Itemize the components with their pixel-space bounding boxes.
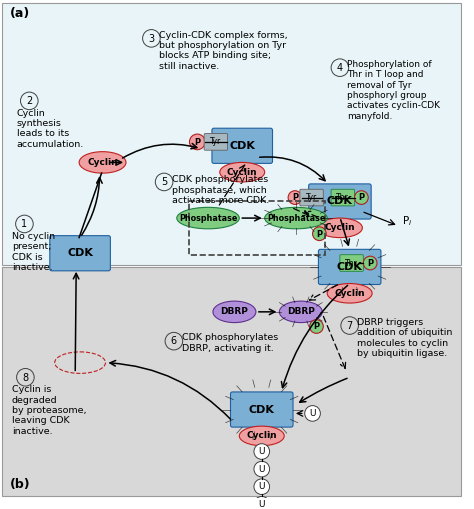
Circle shape <box>254 444 270 459</box>
Text: DBRP: DBRP <box>220 307 248 317</box>
Text: (a): (a) <box>10 7 30 20</box>
Text: P$_i$: P$_i$ <box>402 214 413 228</box>
Circle shape <box>190 134 205 150</box>
Text: CDK phosphorylates
phosphatase, which
activates more CDK.: CDK phosphorylates phosphatase, which ac… <box>172 175 269 205</box>
FancyBboxPatch shape <box>331 189 355 206</box>
Ellipse shape <box>220 162 264 182</box>
Text: Tyr: Tyr <box>306 193 317 202</box>
Text: U: U <box>258 447 265 456</box>
Text: P: P <box>358 193 365 203</box>
Text: Cyclin: Cyclin <box>227 167 257 177</box>
FancyBboxPatch shape <box>204 133 228 150</box>
Text: U: U <box>258 483 265 492</box>
Text: Cyclin is
degraded
by proteasome,
leaving CDK
inactive.: Cyclin is degraded by proteasome, leavin… <box>12 385 86 436</box>
FancyBboxPatch shape <box>340 254 364 271</box>
Ellipse shape <box>79 152 126 173</box>
Text: 6: 6 <box>171 336 177 347</box>
Circle shape <box>310 320 323 333</box>
Text: P: P <box>367 259 373 268</box>
FancyBboxPatch shape <box>309 184 371 219</box>
Text: No cyclin
present;
CDK is
inactive.: No cyclin present; CDK is inactive. <box>12 232 55 272</box>
Text: (b): (b) <box>10 477 30 491</box>
Circle shape <box>305 406 320 421</box>
Ellipse shape <box>239 426 284 446</box>
Text: Cyclin: Cyclin <box>87 158 118 167</box>
Text: 8: 8 <box>22 373 28 383</box>
Circle shape <box>364 256 377 270</box>
FancyBboxPatch shape <box>300 189 323 206</box>
Text: CDK: CDK <box>249 405 275 414</box>
Text: Cyclin: Cyclin <box>334 289 365 298</box>
Text: CDK phosphorylates
DBRP, activating it.: CDK phosphorylates DBRP, activating it. <box>182 333 278 353</box>
Text: 7: 7 <box>346 321 353 331</box>
Text: Thr: Thr <box>337 193 349 202</box>
Text: 3: 3 <box>148 34 155 44</box>
Text: P: P <box>313 322 319 331</box>
Text: P: P <box>194 138 201 147</box>
Text: Thr: Thr <box>345 259 358 268</box>
FancyBboxPatch shape <box>2 3 461 265</box>
Text: 5: 5 <box>161 177 167 187</box>
Text: Cyclin: Cyclin <box>325 223 355 232</box>
Ellipse shape <box>264 207 327 229</box>
Text: U: U <box>258 500 265 509</box>
Circle shape <box>254 496 270 509</box>
FancyBboxPatch shape <box>230 392 293 427</box>
Circle shape <box>312 227 326 241</box>
Text: CDK: CDK <box>337 262 363 272</box>
Text: 2: 2 <box>26 96 32 106</box>
Text: DBRP: DBRP <box>287 307 315 317</box>
Text: CDK: CDK <box>229 141 255 151</box>
Ellipse shape <box>177 207 239 229</box>
Text: P: P <box>316 230 322 239</box>
Text: P: P <box>292 193 298 203</box>
Circle shape <box>254 461 270 477</box>
Text: Cyclin: Cyclin <box>246 432 277 440</box>
FancyBboxPatch shape <box>2 267 461 496</box>
FancyBboxPatch shape <box>319 249 381 285</box>
Text: CDK: CDK <box>327 196 353 207</box>
Text: 1: 1 <box>21 219 27 229</box>
Text: CDK: CDK <box>67 248 93 258</box>
Text: Cyclin-CDK complex forms,
but phosphorylation on Tyr
blocks ATP binding site;
st: Cyclin-CDK complex forms, but phosphoryl… <box>159 31 288 71</box>
Ellipse shape <box>213 301 256 323</box>
Text: 4: 4 <box>337 63 343 73</box>
Ellipse shape <box>318 218 362 238</box>
Text: U: U <box>310 409 316 418</box>
Text: DBRP triggers
addition of ubiquitin
molecules to cyclin
by ubiquitin ligase.: DBRP triggers addition of ubiquitin mole… <box>357 318 453 358</box>
Text: Phosphatase: Phosphatase <box>179 214 237 222</box>
Circle shape <box>355 191 368 205</box>
Text: Cyclin
synthesis
leads to its
accumulation.: Cyclin synthesis leads to its accumulati… <box>17 109 84 149</box>
Ellipse shape <box>279 301 322 323</box>
Text: U: U <box>258 465 265 474</box>
Circle shape <box>288 191 302 205</box>
FancyBboxPatch shape <box>50 236 110 271</box>
FancyBboxPatch shape <box>212 128 273 163</box>
Text: Phosphorylation of
Thr in T loop and
removal of Tyr
phosphoryl group
activates c: Phosphorylation of Thr in T loop and rem… <box>347 60 440 121</box>
Ellipse shape <box>327 284 372 303</box>
Text: Tyr: Tyr <box>210 137 221 147</box>
Circle shape <box>254 479 270 495</box>
Text: Phosphatase: Phosphatase <box>267 214 325 222</box>
